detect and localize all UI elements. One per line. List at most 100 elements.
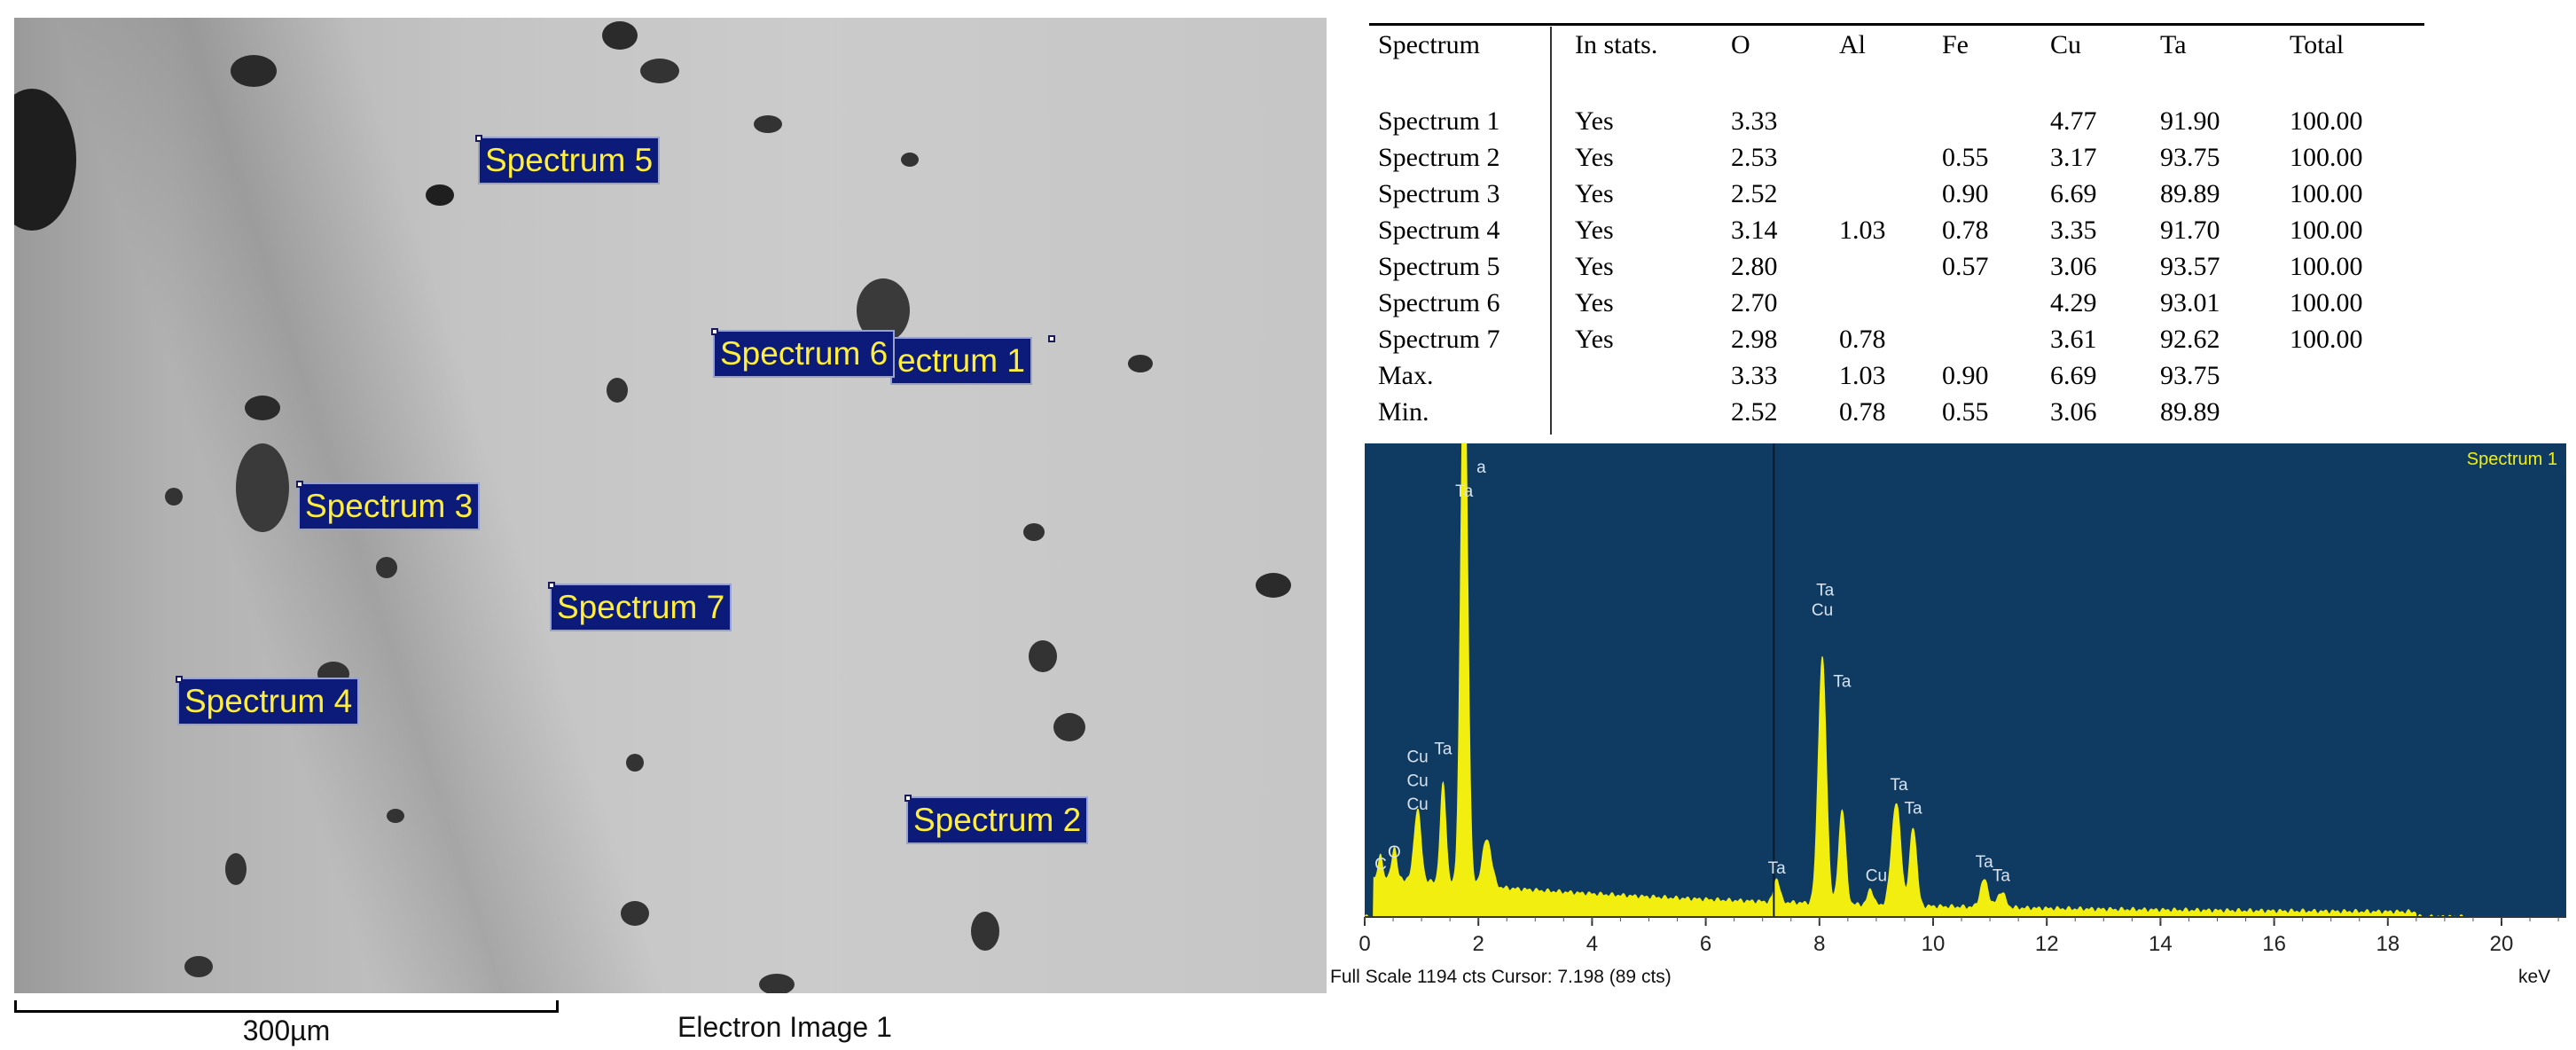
- x-tick-label: 6: [1700, 932, 1711, 956]
- defect: [1029, 640, 1057, 672]
- table-cell: 1.03: [1839, 361, 1886, 390]
- table-cell: 0.78: [1942, 215, 1989, 245]
- spectrum-marker: [296, 481, 303, 488]
- peak-label: Ta: [1976, 853, 1994, 872]
- x-tick-label: 18: [2376, 932, 2400, 956]
- image-caption: Electron Image 1: [677, 1011, 892, 1043]
- table-header-cell: Total: [2290, 30, 2345, 59]
- table-cell: 0.90: [1942, 179, 1989, 208]
- table-cell: Spectrum 3: [1378, 179, 1500, 208]
- table-cell: 2.52: [1731, 179, 1778, 208]
- spectrum-label: Spectrum 7: [549, 584, 732, 631]
- defect: [621, 901, 649, 926]
- table-cell: Yes: [1575, 143, 1614, 172]
- plot-area: [1365, 443, 2566, 917]
- x-tick-label: 20: [2490, 932, 2514, 956]
- x-tick-label: 8: [1813, 932, 1825, 956]
- legend-label: Spectrum 1: [2467, 450, 2557, 469]
- spectrum-label: Spectrum 4: [176, 678, 360, 725]
- table-cell: 100.00: [2290, 179, 2363, 208]
- defect: [626, 754, 644, 772]
- spectrum-label: Spectrum 5: [477, 137, 661, 184]
- defect: [245, 396, 280, 420]
- table-cell: Yes: [1575, 252, 1614, 281]
- defect: [640, 59, 679, 83]
- peak-label: Ta: [1891, 776, 1909, 795]
- defect: [14, 89, 76, 231]
- table-cell: Spectrum 5: [1378, 252, 1500, 281]
- table-cell: 3.61: [2050, 325, 2097, 354]
- peak-label: Ta: [1993, 867, 2011, 886]
- table-cell: 0.78: [1839, 397, 1886, 427]
- spectrum-marker: [1048, 335, 1055, 342]
- table-cell: 89.89: [2160, 179, 2220, 208]
- table-cell: Yes: [1575, 288, 1614, 317]
- table-cell: 2.52: [1731, 397, 1778, 427]
- table-cell: 0.55: [1942, 143, 1989, 172]
- spectrum-marker: [548, 582, 555, 589]
- x-tick-label: 0: [1358, 932, 1370, 956]
- peak-label: O: [1388, 843, 1401, 862]
- spectrum-footer: Full Scale 1194 cts Cursor: 7.198 (89 ct…: [1330, 967, 1672, 987]
- table-cell: 3.14: [1731, 215, 1778, 245]
- peak-label: Cu: [1812, 601, 1833, 620]
- table-cell: 3.33: [1731, 106, 1778, 136]
- defect: [225, 853, 247, 885]
- table-cell: 0.57: [1942, 252, 1989, 281]
- defect: [971, 912, 999, 951]
- defect: [165, 488, 183, 505]
- spectrum-label: Spectrum 2: [905, 796, 1089, 844]
- table-header-cell: O: [1731, 30, 1750, 59]
- table-cell: 93.57: [2160, 252, 2220, 281]
- table-cell: 6.69: [2050, 361, 2097, 390]
- scale-bar-label: 300µm: [242, 1015, 331, 1046]
- table-cell: 100.00: [2290, 215, 2363, 245]
- table-cell: Spectrum 2: [1378, 143, 1500, 172]
- table-cell: 92.62: [2160, 325, 2220, 354]
- table-cell: 100.00: [2290, 106, 2363, 136]
- spectrum-label: Spectrum 3: [297, 482, 481, 530]
- x-tick-label: 14: [2149, 932, 2173, 956]
- table-cell: 3.06: [2050, 397, 2097, 427]
- table-cell: Yes: [1575, 179, 1614, 208]
- spectrum-trace: [1364, 443, 2468, 918]
- table-cell: 100.00: [2290, 252, 2363, 281]
- peak-label: Ta: [1833, 673, 1852, 692]
- table-cell: 3.33: [1731, 361, 1778, 390]
- defect: [1256, 573, 1291, 598]
- table-top-rule: [1369, 23, 2424, 26]
- defect: [602, 21, 638, 50]
- scale-bar: [14, 1000, 559, 1013]
- table-header-cell: In stats.: [1575, 30, 1658, 59]
- peak-label: C: [1374, 855, 1387, 874]
- table-cell: Max.: [1378, 361, 1434, 390]
- spectrum-marker: [904, 795, 912, 802]
- peak-label: Ta: [1455, 482, 1474, 501]
- defect: [236, 443, 289, 532]
- table-cell: 3.17: [2050, 143, 2097, 172]
- table-cell: 89.89: [2160, 397, 2220, 427]
- table-cell: Yes: [1575, 325, 1614, 354]
- table-cell: Min.: [1378, 397, 1429, 427]
- defect: [1053, 713, 1085, 741]
- table-cell: 93.75: [2160, 143, 2220, 172]
- surface-defects: [14, 21, 1291, 993]
- peak-label: Ta: [1434, 740, 1452, 759]
- spectrum-label: ectrum 1: [890, 337, 1032, 385]
- peak-label: Cu: [1406, 772, 1428, 790]
- table-cell: 93.01: [2160, 288, 2220, 317]
- spectrum-unit: keV: [2518, 967, 2551, 987]
- table-header-cell: Fe: [1942, 30, 1969, 59]
- table-header-cell: Spectrum: [1378, 30, 1480, 59]
- x-tick-label: 16: [2262, 932, 2286, 956]
- table-cell: 91.70: [2160, 215, 2220, 245]
- defect: [376, 557, 397, 578]
- spectrum-marker: [475, 135, 482, 142]
- x-tick-label: 12: [2035, 932, 2059, 956]
- table-cell: 3.06: [2050, 252, 2097, 281]
- x-tick-label: 2: [1473, 932, 1484, 956]
- table-cell: 3.35: [2050, 215, 2097, 245]
- table-cell: 6.69: [2050, 179, 2097, 208]
- defect: [426, 184, 454, 206]
- defect: [759, 974, 795, 993]
